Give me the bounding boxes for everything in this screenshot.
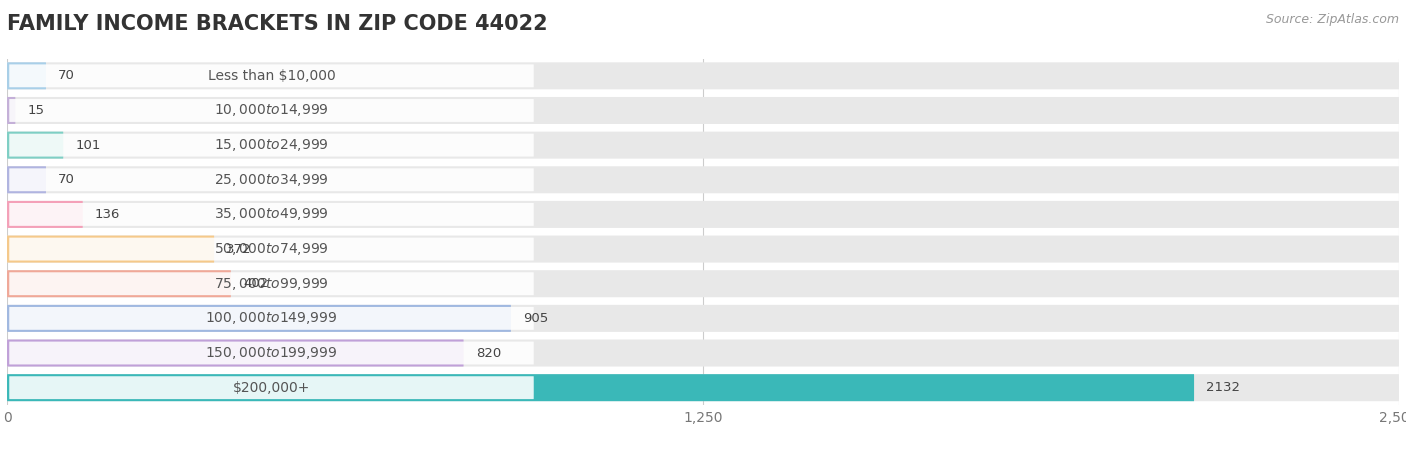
Text: 101: 101 [76, 139, 101, 152]
Text: 820: 820 [475, 346, 501, 360]
FancyBboxPatch shape [7, 201, 1399, 228]
Text: $25,000 to $34,999: $25,000 to $34,999 [214, 172, 329, 188]
FancyBboxPatch shape [10, 238, 534, 261]
FancyBboxPatch shape [7, 166, 46, 194]
Text: Less than $10,000: Less than $10,000 [208, 69, 336, 83]
FancyBboxPatch shape [7, 62, 1399, 90]
FancyBboxPatch shape [10, 168, 534, 191]
FancyBboxPatch shape [7, 270, 231, 297]
Text: FAMILY INCOME BRACKETS IN ZIP CODE 44022: FAMILY INCOME BRACKETS IN ZIP CODE 44022 [7, 14, 548, 33]
FancyBboxPatch shape [7, 235, 214, 263]
Text: Source: ZipAtlas.com: Source: ZipAtlas.com [1265, 14, 1399, 27]
FancyBboxPatch shape [7, 305, 510, 332]
Text: 70: 70 [58, 69, 75, 82]
FancyBboxPatch shape [7, 235, 1399, 263]
FancyBboxPatch shape [7, 131, 63, 159]
FancyBboxPatch shape [10, 203, 534, 226]
FancyBboxPatch shape [7, 374, 1194, 401]
FancyBboxPatch shape [7, 97, 1399, 124]
FancyBboxPatch shape [10, 272, 534, 295]
Text: $15,000 to $24,999: $15,000 to $24,999 [214, 137, 329, 153]
Text: $100,000 to $149,999: $100,000 to $149,999 [205, 310, 337, 326]
FancyBboxPatch shape [10, 342, 534, 365]
Text: 136: 136 [96, 208, 121, 221]
FancyBboxPatch shape [7, 201, 83, 228]
FancyBboxPatch shape [7, 339, 1399, 367]
FancyBboxPatch shape [7, 62, 46, 90]
FancyBboxPatch shape [7, 270, 1399, 297]
Text: $10,000 to $14,999: $10,000 to $14,999 [214, 103, 329, 118]
FancyBboxPatch shape [10, 307, 534, 330]
Text: $150,000 to $199,999: $150,000 to $199,999 [205, 345, 337, 361]
FancyBboxPatch shape [7, 97, 15, 124]
Text: 372: 372 [226, 243, 252, 256]
FancyBboxPatch shape [7, 374, 1399, 401]
Text: $50,000 to $74,999: $50,000 to $74,999 [214, 241, 329, 257]
Text: 15: 15 [28, 104, 45, 117]
Text: 2132: 2132 [1206, 381, 1240, 394]
Text: $200,000+: $200,000+ [233, 381, 311, 395]
FancyBboxPatch shape [7, 166, 1399, 194]
Text: $35,000 to $49,999: $35,000 to $49,999 [214, 207, 329, 222]
FancyBboxPatch shape [10, 64, 534, 87]
Text: 402: 402 [243, 277, 269, 290]
Text: 70: 70 [58, 173, 75, 186]
FancyBboxPatch shape [7, 131, 1399, 159]
FancyBboxPatch shape [7, 305, 1399, 332]
Text: $75,000 to $99,999: $75,000 to $99,999 [214, 276, 329, 292]
Text: 905: 905 [523, 312, 548, 325]
FancyBboxPatch shape [7, 339, 464, 367]
FancyBboxPatch shape [10, 376, 534, 399]
FancyBboxPatch shape [10, 134, 534, 157]
FancyBboxPatch shape [10, 99, 534, 122]
